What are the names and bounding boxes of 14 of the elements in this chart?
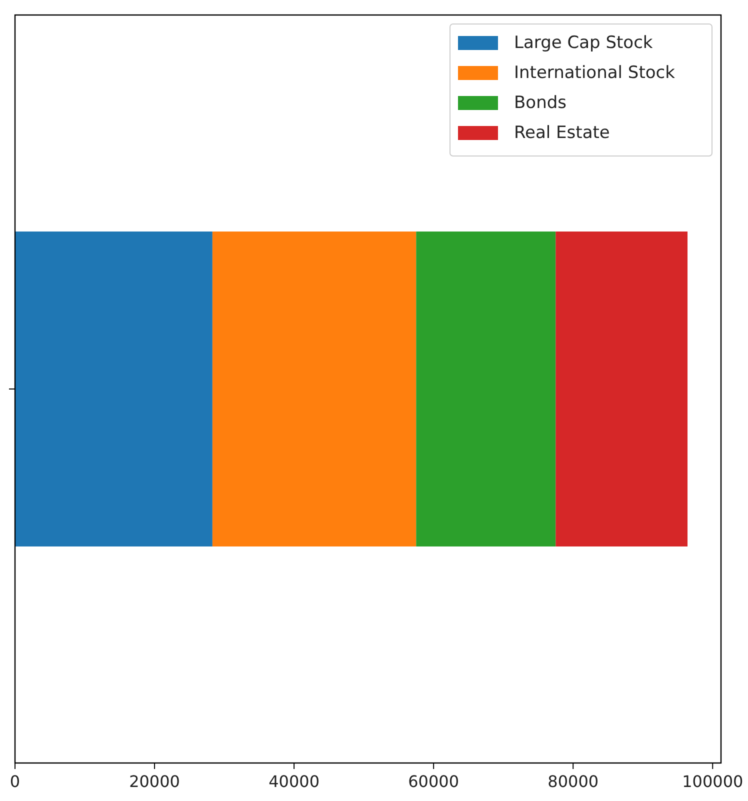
bar xyxy=(212,232,416,546)
legend-label: International Stock xyxy=(514,63,676,83)
legend-label: Large Cap Stock xyxy=(514,33,653,53)
bar xyxy=(556,232,688,546)
legend-label: Bonds xyxy=(514,93,567,113)
x-tick-label: 100000 xyxy=(682,772,744,791)
x-tick-label: 40000 xyxy=(268,772,320,791)
x-tick-label: 20000 xyxy=(129,772,180,791)
bar xyxy=(15,232,212,546)
x-tick-label: 80000 xyxy=(548,772,599,791)
x-tick-label: 60000 xyxy=(408,772,460,791)
x-tick-label: 0 xyxy=(10,772,20,791)
bar xyxy=(416,232,556,546)
legend-label: Real Estate xyxy=(514,123,610,143)
